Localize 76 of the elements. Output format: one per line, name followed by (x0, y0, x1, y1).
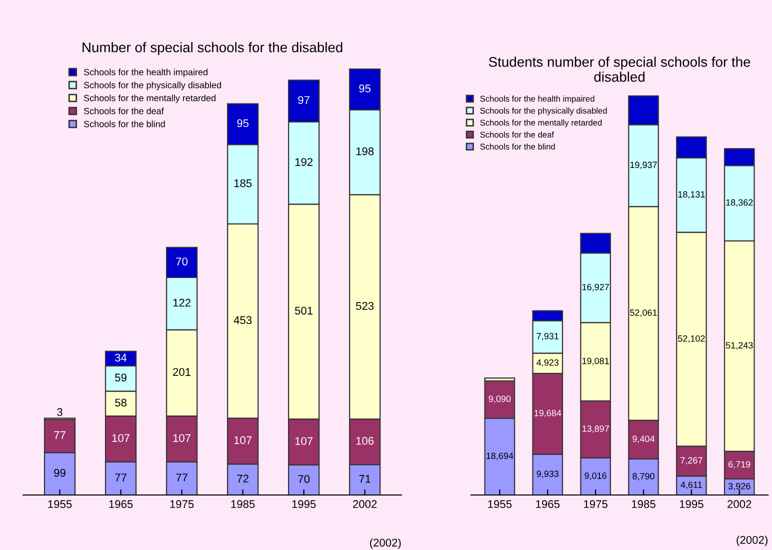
data-label: 77 (115, 474, 126, 482)
data-label: 71 (359, 475, 370, 483)
chart-title: Students number of special schools for the disabled (488, 56, 750, 82)
x-tick-label: 1995 (292, 500, 316, 508)
data-label: 70 (176, 258, 188, 266)
text: (2002) (736, 536, 768, 546)
x-tick-label: 2002 (728, 500, 752, 508)
legend-label: Schools for the deaf (480, 131, 554, 138)
data-label: 13,897 (582, 425, 609, 433)
data-label: 34 (115, 354, 127, 362)
data-label: 18,362 (726, 199, 753, 207)
data-label: 122 (173, 298, 191, 307)
x-tick-label: 1975 (584, 500, 608, 508)
data-label: 8,790 (632, 472, 654, 480)
data-label: 106 (356, 436, 374, 445)
data-label: 201 (173, 368, 191, 376)
data-label: 59 (115, 374, 126, 382)
data-label: 18,694 (486, 452, 514, 460)
chart-title: Number of special schools for the disabled (82, 42, 342, 56)
x-tick-label: 1955 (48, 500, 72, 508)
x-tick-label: 1965 (109, 500, 133, 508)
legend-label: Schools for the blind (84, 120, 165, 128)
data-label: 453 (234, 316, 252, 324)
data-label: 185 (234, 179, 252, 188)
data-label: 97 (298, 96, 310, 104)
x-tick-label: 1985 (231, 500, 255, 508)
data-label: 9,404 (632, 436, 655, 444)
x-tick-label: 1985 (632, 500, 656, 508)
x-tick-label: 1995 (680, 500, 704, 508)
data-label: 9,933 (536, 470, 559, 478)
data-label: 4,923 (536, 359, 559, 367)
data-label: 107 (173, 434, 191, 442)
data-label: 52,102 (678, 335, 705, 343)
data-label: 19,081 (582, 358, 609, 366)
data-label: 77 (176, 474, 188, 482)
data-label: 3,926 (728, 482, 750, 490)
data-label: 52,061 (630, 309, 657, 317)
data-label: 501 (294, 306, 313, 315)
data-label: 58 (115, 398, 126, 407)
legend-label: Schools for the deaf (84, 108, 164, 114)
legend-label: Schools for the physically disabled (480, 108, 607, 116)
data-label: 95 (237, 119, 249, 128)
data-label: 523 (356, 302, 374, 310)
legend-label: Schools for the physically disabled (84, 82, 221, 90)
data-label: 6,719 (728, 461, 750, 469)
data-label: 18,131 (678, 191, 705, 199)
data-label: 192 (295, 158, 313, 166)
data-label: 72 (237, 474, 248, 482)
data-label: 9,016 (584, 472, 606, 480)
data-label: 198 (356, 147, 374, 156)
data-label: 3 (57, 408, 62, 416)
data-label: 16,927 (582, 284, 609, 292)
data-label: 9,090 (488, 396, 511, 404)
data-label: 51,243 (726, 342, 753, 350)
data-label: 107 (234, 436, 252, 444)
legend-label: Schools for the mentally retarded (480, 120, 602, 128)
data-label: 7,267 (680, 457, 702, 465)
x-tick-label: 2002 (353, 500, 377, 508)
legend-label: Schools for the blind (480, 143, 555, 150)
data-label: 107 (112, 434, 130, 442)
x-tick-label: 1975 (170, 500, 194, 508)
legend-label: Schools for the health impaired (480, 96, 594, 104)
data-label: 99 (54, 468, 66, 477)
data-label: 107 (295, 437, 313, 446)
legend-label: Schools for the health impaired (84, 68, 208, 78)
data-label: 77 (54, 431, 66, 439)
data-label: 70 (298, 475, 310, 483)
x-tick-label: 1955 (488, 500, 512, 508)
data-label: 19,937 (630, 162, 657, 170)
legend-label: Schools for the mentally retarded (84, 94, 216, 104)
data-label: 95 (359, 84, 371, 92)
x-tick-label: 1965 (536, 500, 560, 508)
text: (2002) (370, 538, 401, 549)
data-label: 19,684 (534, 410, 562, 418)
data-label: 4,611 (680, 482, 702, 490)
data-label: 7,931 (536, 332, 558, 340)
